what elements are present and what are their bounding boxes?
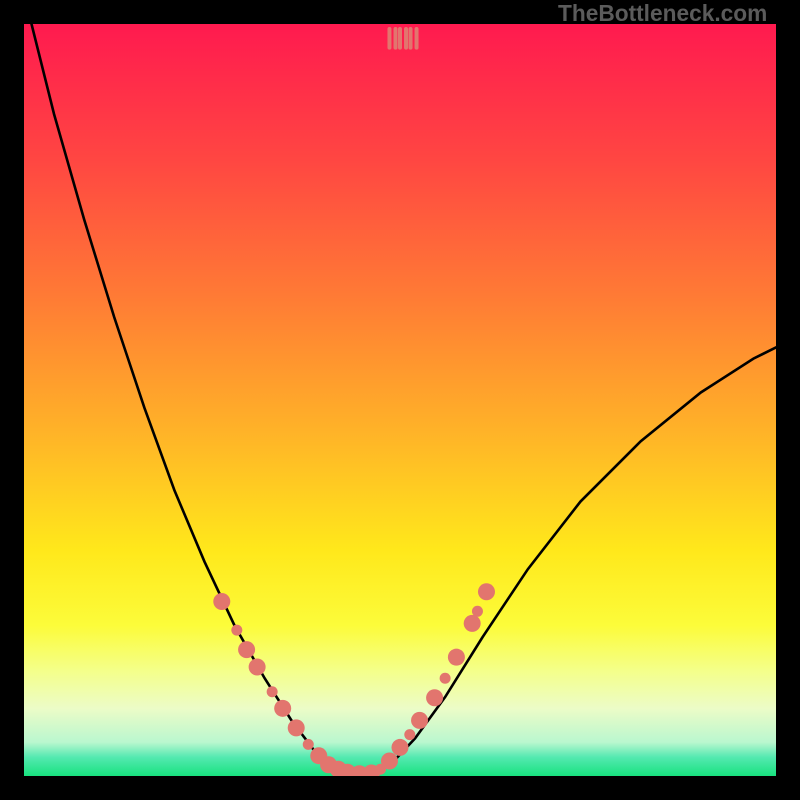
watermark-text: TheBottleneck.com — [558, 0, 767, 27]
curve-marker — [478, 583, 495, 600]
curve-marker — [440, 673, 451, 684]
curve-marker — [426, 689, 443, 706]
curve-marker — [472, 606, 483, 617]
plot-area — [24, 24, 776, 776]
curve-marker — [381, 752, 398, 769]
curve-markers — [213, 583, 495, 776]
curve-marker — [238, 641, 255, 658]
curve-marker — [404, 729, 415, 740]
curve-marker — [411, 712, 428, 729]
curve-marker — [392, 739, 409, 756]
curve-marker — [448, 649, 465, 666]
curve-marker — [267, 686, 278, 697]
curve-marker — [464, 615, 481, 632]
bottom-tick-bars — [387, 27, 418, 50]
curve-marker — [213, 593, 230, 610]
curve-marker — [231, 625, 242, 636]
chart-frame: TheBottleneck.com — [0, 0, 800, 800]
curve-marker — [274, 700, 291, 717]
curve-marker — [249, 658, 266, 675]
bottleneck-curve — [24, 24, 776, 776]
curve-marker — [303, 739, 314, 750]
curve-marker — [288, 719, 305, 736]
